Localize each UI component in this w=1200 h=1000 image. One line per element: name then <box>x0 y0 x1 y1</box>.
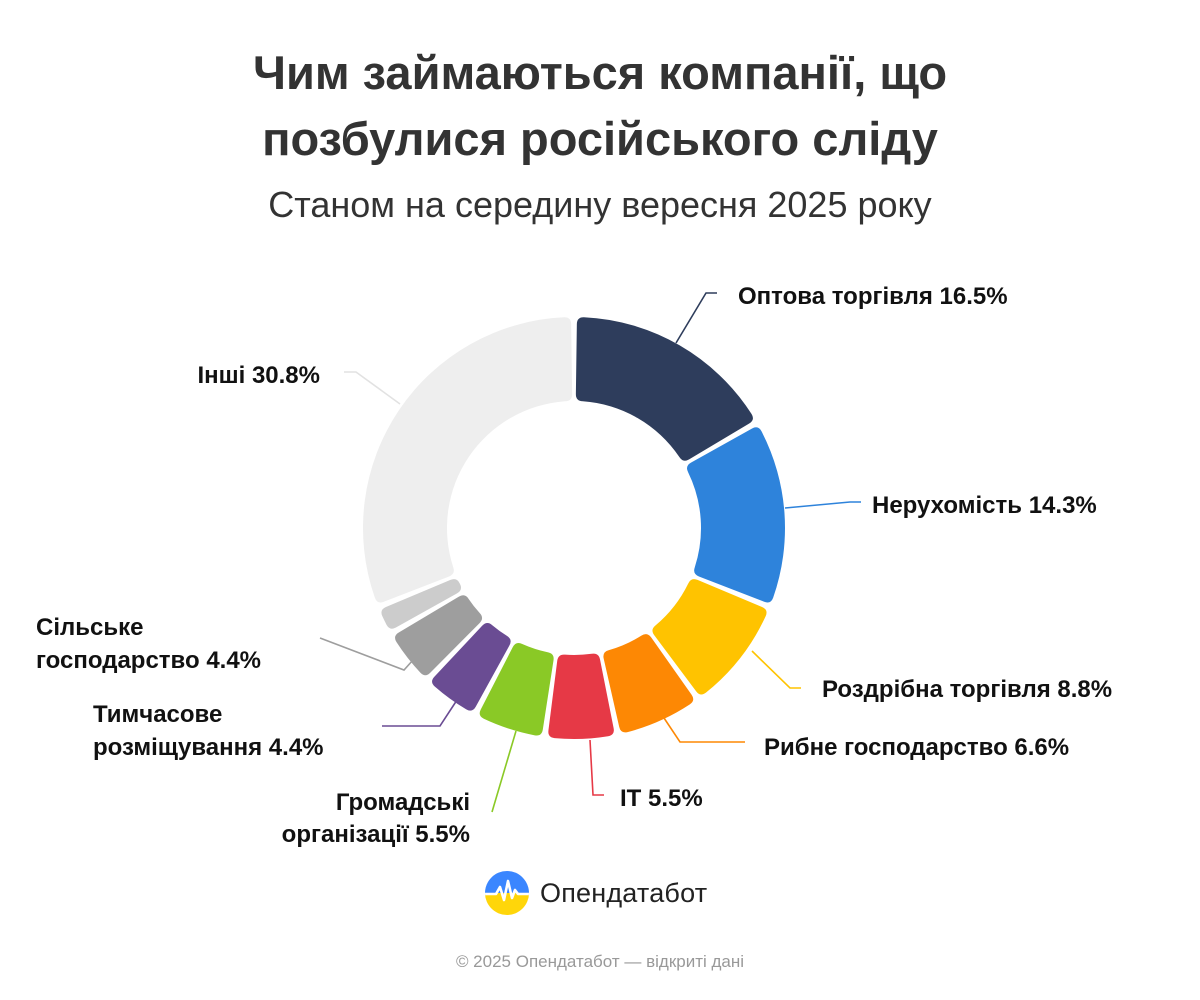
leader-line-громадські-організації <box>491 730 517 813</box>
label-громадські-організації-line-2: організації 5.5% <box>282 821 470 848</box>
slice-нерухомість <box>686 427 785 603</box>
label-рибне-господарство: Рибне господарство 6.6% <box>764 734 1069 761</box>
slice-інші <box>362 317 573 603</box>
label-тимчасове-розміщування-line-2: розміщування 4.4% <box>93 734 324 761</box>
label-роздрібна-торгівля: Роздрібна торгівля 8.8% <box>822 676 1112 703</box>
label-тимчасове-розміщування-line-1: Тимчасове <box>93 701 222 728</box>
opendatabot-logo-icon <box>485 871 529 915</box>
slice-тимчасове-розміщування <box>432 623 511 711</box>
label-сільське-господарство: Сільське господарство 4.4% <box>36 614 261 674</box>
footer-copyright: © 2025 Опендатабот — відкриті дані <box>455 952 745 971</box>
leader-line-тимчасове-розміщування <box>382 699 458 727</box>
slice-labels: Оптова торгівля 16.5% Нерухомість 14.3% Ро… <box>36 283 1112 848</box>
slice-it <box>548 653 614 740</box>
donut-slices <box>362 317 785 740</box>
chart-subtitle: Станом на середину вересня 2025 року <box>268 184 932 225</box>
leader-line-інші <box>344 371 401 405</box>
slice-роздрібна-торгівля <box>652 579 767 695</box>
label-сільське-господарство-line-2: господарство 4.4% <box>36 647 261 674</box>
leader-line-оптова-торгівля <box>675 292 717 344</box>
label-громадські-організації: Громадські організації 5.5% <box>282 789 470 848</box>
brand-name: Опендатабот <box>540 877 708 908</box>
slice-рибне-господарство <box>603 634 694 733</box>
chart-title: Чим займаються компанії, що позбулися ро… <box>0 40 1200 172</box>
label-it: IT 5.5% <box>620 785 703 812</box>
leader-line-нерухомість <box>784 501 861 509</box>
label-нерухомість-line-1: Нерухомість 14.3% <box>872 492 1097 519</box>
label-рибне-господарство-line-1: Рибне господарство 6.6% <box>764 734 1069 761</box>
label-оптова-торгівля: Оптова торгівля 16.5% <box>738 283 1008 310</box>
label-it-line-1: IT 5.5% <box>620 785 703 812</box>
leader-line-рибне-господарство <box>663 717 745 743</box>
leader-line-it <box>589 739 604 796</box>
label-сільське-господарство-line-1: Сільське <box>36 614 143 641</box>
chart-title-line-2: позбулися російського сліду <box>262 112 938 165</box>
slice-громадські-організації <box>479 642 554 736</box>
label-інші-line-1: Інші 30.8% <box>197 362 320 389</box>
label-оптова-торгівля-line-1: Оптова торгівля 16.5% <box>738 283 1008 310</box>
label-нерухомість: Нерухомість 14.3% <box>872 492 1097 519</box>
leader-line-роздрібна-торгівля <box>751 650 801 689</box>
label-тимчасове-розміщування: Тимчасове розміщування 4.4% <box>93 701 324 761</box>
leader-lines <box>319 292 861 813</box>
chart-title-line-1: Чим займаються компанії, що <box>252 46 948 99</box>
slice-unlabeled <box>381 579 462 629</box>
label-роздрібна-торгівля-line-1: Роздрібна торгівля 8.8% <box>822 676 1112 703</box>
slice-сільське-господарство <box>395 595 483 676</box>
label-громадські-організації-line-1: Громадські <box>336 789 470 816</box>
label-інші: Інші 30.8% <box>197 362 320 389</box>
leader-line-сільське-господарство <box>319 637 414 671</box>
brand: Опендатабот <box>484 868 707 918</box>
slice-оптова-торгівля <box>575 317 753 461</box>
